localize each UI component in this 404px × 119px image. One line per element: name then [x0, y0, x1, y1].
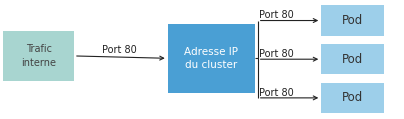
FancyBboxPatch shape	[321, 5, 384, 36]
Text: Pod: Pod	[342, 14, 363, 27]
Text: Adresse IP
du cluster: Adresse IP du cluster	[184, 47, 238, 70]
FancyBboxPatch shape	[321, 83, 384, 113]
Text: Port 80: Port 80	[102, 45, 137, 55]
FancyBboxPatch shape	[168, 24, 255, 93]
Text: Port 80: Port 80	[259, 49, 293, 59]
Text: Pod: Pod	[342, 53, 363, 66]
FancyBboxPatch shape	[321, 44, 384, 74]
Text: Trafic
interne: Trafic interne	[21, 44, 56, 67]
Text: Port 80: Port 80	[259, 10, 293, 20]
Text: Port 80: Port 80	[259, 88, 293, 98]
Text: Pod: Pod	[342, 91, 363, 104]
FancyBboxPatch shape	[3, 31, 74, 81]
